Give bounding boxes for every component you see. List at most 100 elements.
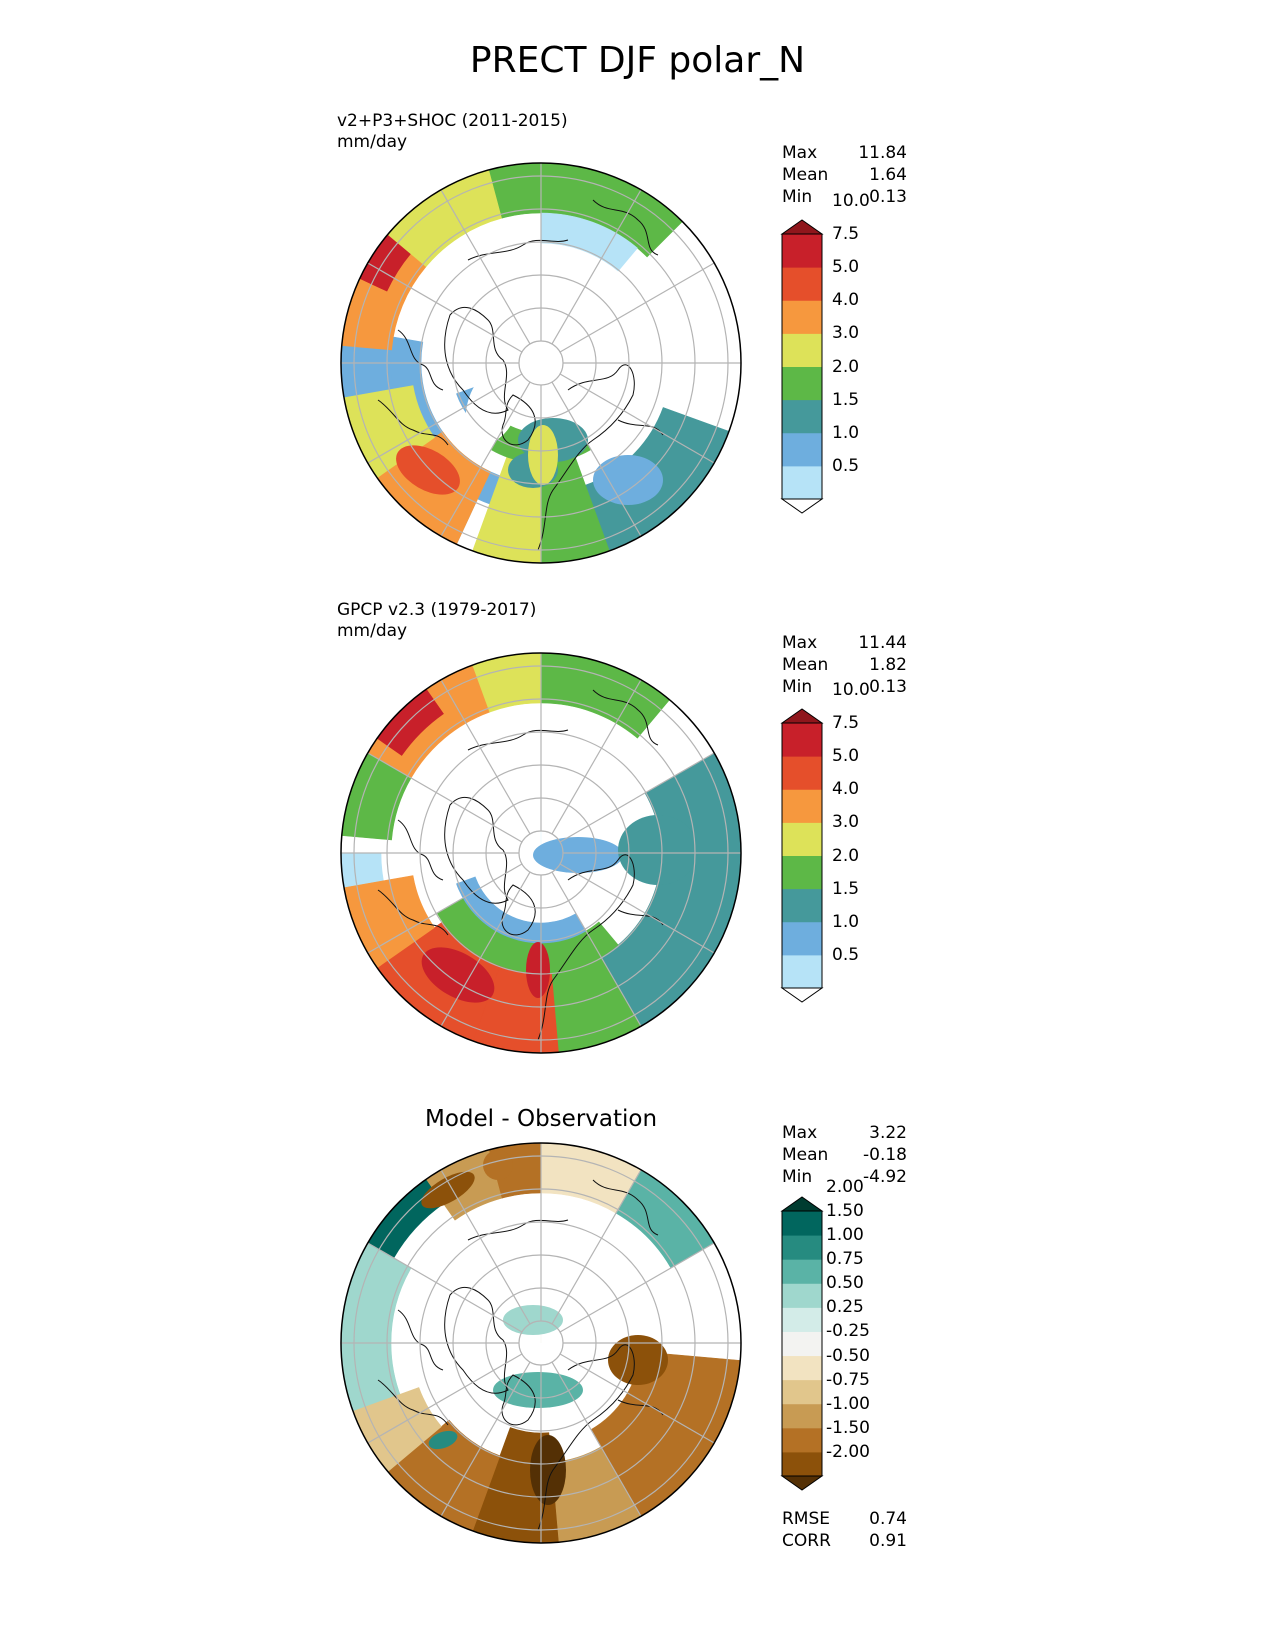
diff-colorbar-segment (782, 1307, 822, 1332)
diff-colorbar-segment (782, 1283, 822, 1308)
obs-colorbar-segment (782, 954, 822, 989)
model-colorbar-segment (782, 432, 822, 467)
diff-field-patch (421, 1171, 475, 1209)
obs-colorbar-tick: 0.5 (832, 944, 860, 965)
diff-colorbar-segment (782, 1259, 822, 1284)
model-colorbar-segment (782, 267, 822, 301)
diff-field-patch (530, 1435, 566, 1505)
diff-colorbar-tick: -0.25 (826, 1321, 870, 1342)
diff-graticule (341, 1143, 741, 1543)
diff-colorbar-tick: -0.75 (826, 1369, 870, 1390)
model-max-value: 11.84 (858, 143, 907, 163)
diff-colorbar-segment (782, 1427, 822, 1453)
obs-mean-value: 1.82 (869, 655, 907, 675)
diff-colorbar-tick: -1.50 (826, 1417, 870, 1438)
diff-colorbar-extend-max (780, 1196, 824, 1212)
diff-panel-title: Model - Observation (425, 1106, 658, 1132)
model-field-patch (508, 370, 568, 410)
obs-colorbar (780, 708, 824, 1003)
obs-colorbar-segment (782, 822, 822, 856)
obs-colorbar-extend-max (780, 708, 824, 724)
obs-field-patch (618, 815, 698, 885)
diff-colorbar-tick: 0.75 (826, 1249, 864, 1270)
model-colorbar (780, 219, 824, 514)
rmse-value: 0.74 (869, 1509, 907, 1529)
diff-colorbar-tick: 2.00 (826, 1176, 864, 1197)
model-panel-units: mm/day (337, 132, 408, 152)
diff-field-patch (608, 1335, 668, 1385)
obs-colorbar-segment (782, 723, 822, 757)
obs-colorbar-tick: 5.0 (832, 746, 860, 767)
diff-min-value: -4.92 (863, 1167, 907, 1187)
obs-graticule (341, 653, 741, 1053)
model-stats: Max 11.84 Mean 1.64 Min 0.13 (782, 143, 907, 207)
model-colorbar-tick: 1.0 (832, 422, 860, 443)
diff-field-patch (483, 1150, 513, 1180)
diff-field-patch (503, 1305, 563, 1335)
obs-stats: Max 11.44 Mean 1.82 Min 0.13 (782, 633, 907, 697)
model-colorbar-tick: 10.0 (832, 190, 870, 211)
obs-colorbar-segment (782, 888, 822, 923)
obs-colorbar-tick: 7.5 (832, 713, 860, 733)
model-field-patch (593, 455, 663, 505)
model-coastlines (377, 199, 664, 551)
obs-field-patch (533, 837, 623, 873)
obs-max-value: 11.44 (858, 633, 907, 653)
diff-colorbar (780, 1196, 824, 1491)
corr-value: 0.91 (869, 1531, 907, 1551)
obs-colorbar-tick: 1.0 (832, 911, 860, 932)
obs-colorbar-segment (782, 756, 822, 790)
model-colorbar-extend-max (780, 219, 824, 235)
model-colorbar-extend-min (780, 498, 824, 514)
model-colorbar-tick: 1.5 (832, 389, 860, 410)
obs-min-value: 0.13 (869, 677, 907, 697)
model-colorbar-tick: 2.0 (832, 356, 860, 377)
diff-metrics: RMSE 0.74 CORR 0.91 (782, 1509, 907, 1551)
model-colorbar-tick: 0.5 (832, 455, 860, 476)
diff-colorbar-tick: 0.50 (826, 1273, 864, 1294)
model-colorbar-segment (782, 300, 822, 334)
obs-panel-name: GPCP v2.3 (1979-2017) (337, 600, 537, 620)
obs-colorbar-tick: 2.0 (832, 845, 860, 866)
model-colorbar-segment (782, 333, 822, 367)
diff-mean-value: -0.18 (863, 1145, 907, 1165)
diff-colorbar-segment (782, 1235, 822, 1260)
obs-field-patch (526, 942, 550, 998)
model-panel-name: v2+P3+SHOC (2011-2015) (337, 111, 568, 131)
diff-stats: Max 3.22 Mean -0.18 Min -4.92 (782, 1123, 907, 1187)
obs-colorbar-tick: 1.5 (832, 878, 860, 899)
model-panel-label: v2+P3+SHOC (2011-2015) mm/day (337, 111, 568, 153)
diff-colorbar-tick: 0.25 (826, 1297, 864, 1318)
diff-field-patch (428, 1430, 458, 1450)
obs-panel-label: GPCP v2.3 (1979-2017) mm/day (337, 600, 536, 642)
obs-field-region (540, 653, 674, 739)
diff-colorbar-tick: 1.50 (826, 1201, 864, 1221)
obs-colorbar-segment (782, 855, 822, 890)
diff-colorbar-segment (782, 1451, 822, 1477)
diff-colorbar-segment (782, 1211, 822, 1236)
model-field-region (540, 212, 638, 272)
obs-colorbar-segment (782, 921, 822, 956)
model-mean-value: 1.64 (869, 165, 907, 185)
obs-field-patch (421, 947, 495, 1003)
model-colorbar-tick: 3.0 (832, 323, 860, 344)
obs-colorbar-segment (782, 789, 822, 823)
obs-polar-map (340, 652, 742, 1054)
model-colorbar-tick: 7.5 (832, 224, 860, 244)
diff-colorbar-tick: -1.00 (826, 1393, 870, 1414)
model-field-patch (465, 366, 521, 444)
obs-colorbar-tick: 10.0 (832, 679, 870, 700)
diff-field-patch (493, 1372, 583, 1408)
model-colorbar-segment (782, 465, 822, 500)
diff-map-boundary (340, 1142, 742, 1544)
obs-colorbar-tick: 4.0 (832, 779, 860, 800)
model-colorbar-segment (782, 234, 822, 268)
model-colorbar-tick: 5.0 (832, 257, 860, 278)
diff-polar-map (340, 1142, 742, 1544)
model-colorbar-segment (782, 399, 822, 434)
model-colorbar-segment (782, 366, 822, 401)
model-colorbar-tick: 4.0 (832, 290, 860, 311)
obs-map-boundary (340, 652, 742, 1054)
diff-colorbar-segment (782, 1331, 822, 1357)
obs-colorbar-tick: 3.0 (832, 812, 860, 833)
